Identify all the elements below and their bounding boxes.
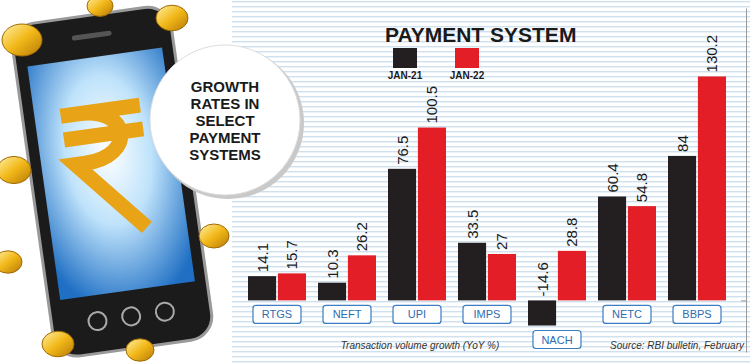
phone-button xyxy=(87,311,107,331)
plot-area xyxy=(248,76,726,325)
bar xyxy=(698,76,726,300)
data-label: 100.5 xyxy=(423,86,440,124)
subtitle-line: SELECT xyxy=(195,112,254,129)
data-label: 15.7 xyxy=(283,240,300,269)
legend-swatch xyxy=(455,48,479,68)
subtitle-line: PAYMENT xyxy=(190,129,261,146)
bar xyxy=(528,300,556,325)
coin xyxy=(199,224,229,248)
phone-button xyxy=(121,306,141,326)
coin xyxy=(0,251,22,273)
subtitle-line: SYSTEMS xyxy=(189,146,261,163)
data-label: 10.3 xyxy=(324,249,341,278)
category-label: UPI xyxy=(408,308,426,320)
bar xyxy=(668,156,696,300)
x-axis-label: Transaction volume growth (YoY %) xyxy=(341,340,500,351)
category-box xyxy=(253,305,301,323)
legend-swatch xyxy=(393,48,417,68)
data-label: 84 xyxy=(674,135,691,152)
bar xyxy=(248,276,276,300)
labels: 14.1 10.3 76.5 33.5 -14.6 60.4 84 15.7 26.2 100.5… xyxy=(253,35,721,349)
subtitle-line: RATES IN xyxy=(191,95,260,112)
bar xyxy=(458,243,486,301)
source-note: Source: RBI bulletin, February xyxy=(610,340,745,351)
chart-title: PAYMENT SYSTEM xyxy=(385,23,576,46)
bar xyxy=(318,283,346,301)
data-label: 14.1 xyxy=(254,243,271,272)
background-stripes xyxy=(232,0,750,364)
category-box xyxy=(463,305,511,323)
legend-label: JAN-22 xyxy=(450,70,485,81)
category-label: BBPS xyxy=(682,308,711,320)
coin xyxy=(156,5,188,31)
bar xyxy=(488,254,516,300)
data-label: -14.6 xyxy=(534,262,551,296)
coin xyxy=(2,24,42,56)
bar xyxy=(558,251,586,301)
chart-container: GROWTHRATES INSELECTPAYMENTSYSTEMS 14.1 10… xyxy=(0,0,750,364)
category-box xyxy=(393,305,441,323)
data-label: 76.5 xyxy=(394,136,411,165)
phone-speaker xyxy=(72,30,112,41)
y-tick-mark xyxy=(741,300,746,301)
data-label: 60.4 xyxy=(604,163,621,192)
data-label: 130.2 xyxy=(703,35,720,73)
category-label: NETC xyxy=(612,308,642,320)
y-axis xyxy=(741,9,747,353)
subtitle-circle xyxy=(150,45,300,195)
category-label: RTGS xyxy=(262,308,292,320)
data-label: 27 xyxy=(493,233,510,250)
category-label: NACH xyxy=(541,334,572,346)
coin xyxy=(0,156,31,183)
y-axis-line xyxy=(746,9,747,353)
category-box xyxy=(603,305,651,323)
bar xyxy=(278,273,306,300)
data-label: 28.8 xyxy=(563,218,580,247)
legend-label: JAN-21 xyxy=(388,70,423,81)
bar xyxy=(598,197,626,301)
phone-button xyxy=(155,301,175,321)
bar xyxy=(348,255,376,300)
data-label: 26.2 xyxy=(353,222,370,251)
chart-svg: GROWTHRATES INSELECTPAYMENTSYSTEMS 14.1 10… xyxy=(0,0,750,364)
bar xyxy=(628,206,656,300)
coin xyxy=(87,0,113,16)
bar xyxy=(418,128,446,301)
category-box xyxy=(533,331,581,349)
category-box xyxy=(673,305,721,323)
rupee-symbol xyxy=(61,105,157,237)
category-label: NEFT xyxy=(333,308,362,320)
subtitle-line: GROWTH xyxy=(191,78,259,95)
data-label: 33.5 xyxy=(464,210,481,239)
category-box xyxy=(323,305,371,323)
data-label: 54.8 xyxy=(633,173,650,202)
y-tick xyxy=(741,300,746,301)
category-label: IMPS xyxy=(474,308,501,320)
coin xyxy=(42,331,74,357)
coin xyxy=(126,339,154,361)
bar xyxy=(388,169,416,301)
